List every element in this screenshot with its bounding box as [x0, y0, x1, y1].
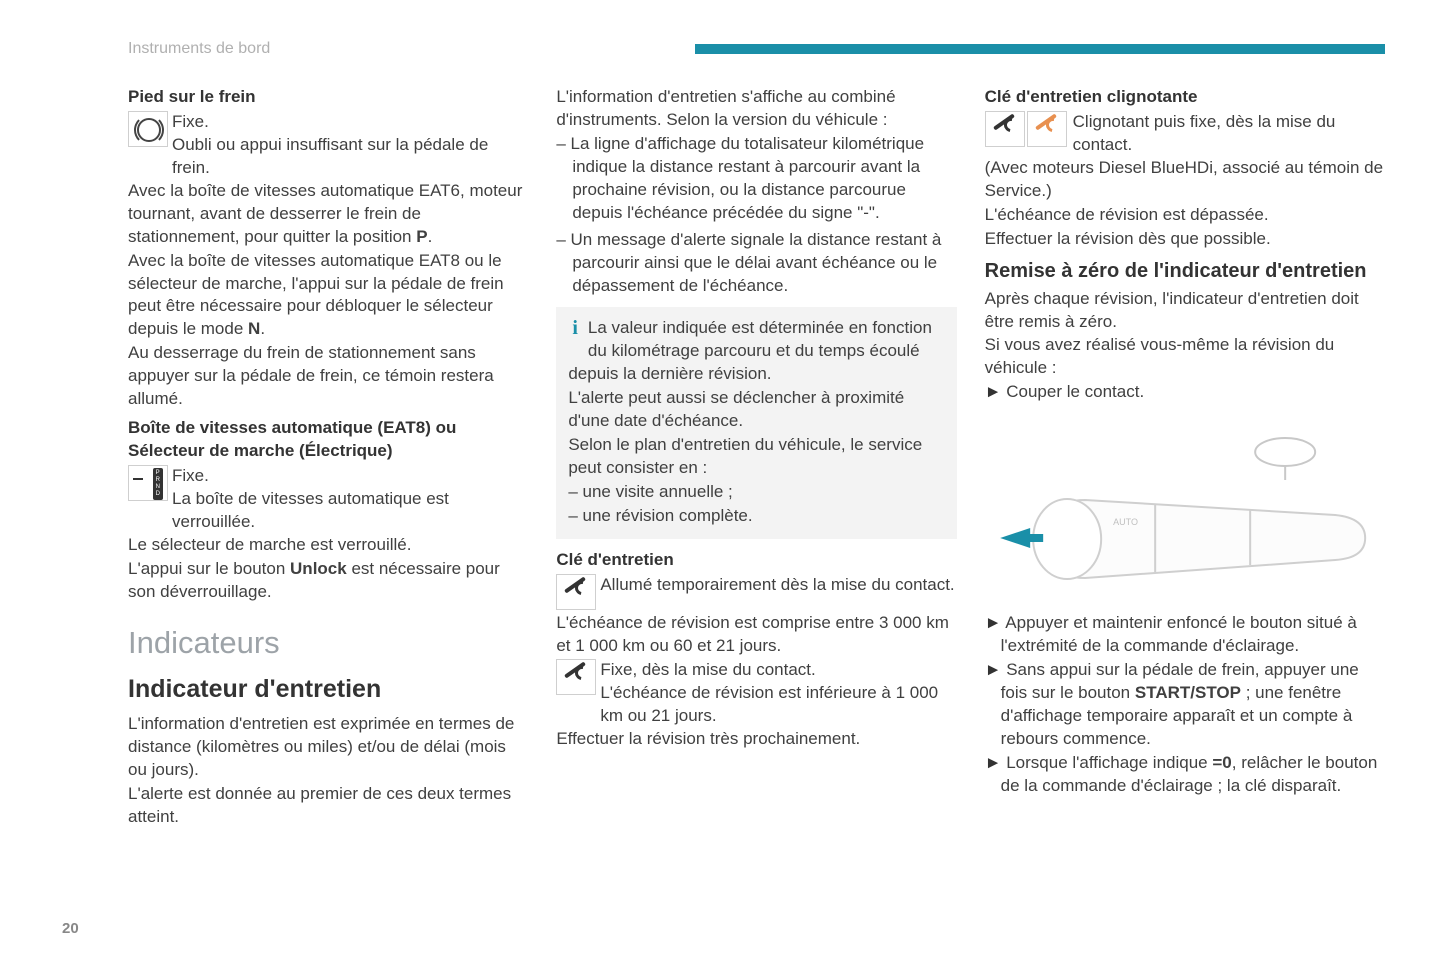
diagram-label-auto: AUTO [1113, 517, 1138, 527]
wrench-icon [556, 659, 596, 695]
icon-row-dual-wrench: Clignotant puis fixe, dès la mise du con… [985, 111, 1385, 157]
heading-reset-indicator: Remise à zéro de l'indicateur d'entretie… [985, 259, 1385, 284]
subhead-gearbox: Boîte de vitesses automatique (EAT8) ou … [128, 417, 528, 463]
icon-row-gearbox: Fixe. La boîte de vitesses automatique e… [128, 465, 528, 534]
wrench-orange-icon [1027, 111, 1067, 147]
icon-text: Fixe. Oubli ou appui insuffisant sur la … [172, 111, 528, 180]
body-text: Effectuer la révision dès que possible. [985, 228, 1385, 251]
icon-text: Clignotant puis fixe, dès la mise du con… [1073, 111, 1385, 157]
heading-service-indicator: Indicateur d'entretien [128, 673, 528, 707]
step-item: Appuyer et maintenir enfoncé le bouton s… [985, 612, 1385, 658]
icon-row-brake: Fixe. Oubli ou appui insuffisant sur la … [128, 111, 528, 180]
body-text: (Avec moteurs Diesel BlueHDi, associé au… [985, 157, 1385, 203]
subhead-blinking-key: Clé d'entretien clignotante [985, 86, 1385, 109]
body-text: Au desserrage du frein de stationnement … [128, 342, 528, 411]
body-text: Si vous avez réalisé vous-même la révisi… [985, 334, 1385, 380]
step-item: Lorsque l'affichage indique =0, relâcher… [985, 752, 1385, 798]
desc-text: Oubli ou appui insuffisant sur la pédale… [172, 135, 488, 177]
section-title: Instruments de bord [128, 40, 270, 58]
info-icon: i [572, 315, 578, 342]
stalk-diagram: AUTO [985, 410, 1385, 600]
body-text: Effectuer la révision très prochainement… [556, 728, 956, 751]
header-accent-bar [695, 44, 1385, 54]
brake-pedal-icon [128, 111, 168, 147]
column-3: Clé d'entretien clignotante Clignotant p… [985, 86, 1385, 830]
icon-text: Allumé temporairement dès la mise du con… [600, 574, 956, 597]
icon-text: Fixe. La boîte de vitesses automatique e… [172, 465, 528, 534]
body-text: L'appui sur le bouton Unlock est nécessa… [128, 558, 528, 604]
body-text: L'information d'entretien s'affiche au c… [556, 86, 956, 132]
list-item: une visite annuelle ; [568, 481, 944, 504]
status-text: Fixe. [172, 112, 209, 131]
body-text: L'échéance de révision est dépassée. [985, 204, 1385, 227]
step-item: Sans appui sur la pédale de frein, appuy… [985, 659, 1385, 751]
body-text: L'alerte est donnée au premier de ces de… [128, 783, 528, 829]
content-columns: Pied sur le frein Fixe. Oubli ou appui i… [128, 86, 1385, 830]
list-item: Un message d'alerte signale la distance … [556, 229, 956, 298]
icon-row-wrench-1: Allumé temporairement dès la mise du con… [556, 574, 956, 612]
column-1: Pied sur le frein Fixe. Oubli ou appui i… [128, 86, 528, 830]
info-callout: i La valeur indiquée est déterminée en f… [556, 307, 956, 538]
dual-icon-group [985, 111, 1069, 149]
list-item: une révision complète. [568, 505, 944, 528]
body-text: Après chaque révision, l'indicateur d'en… [985, 288, 1385, 334]
subhead-foot-brake: Pied sur le frein [128, 86, 528, 109]
column-2: L'information d'entretien s'affiche au c… [556, 86, 956, 830]
body-text: Avec la boîte de vitesses automatique EA… [128, 180, 528, 249]
subhead-service-key: Clé d'entretien [556, 549, 956, 572]
page-number: 20 [62, 920, 79, 937]
wrench-icon [556, 574, 596, 610]
body-text: L'information d'entretien est exprimée e… [128, 713, 528, 782]
info-text: L'alerte peut aussi se déclencher à prox… [568, 387, 944, 433]
icon-row-wrench-2: Fixe, dès la mise du contact. L'échéance… [556, 659, 956, 728]
body-text: Le sélecteur de marche est verrouillé. [128, 534, 528, 557]
info-text: La valeur indiquée est déterminée en fon… [568, 317, 944, 386]
wrench-icon [985, 111, 1025, 147]
page-header: Instruments de bord [128, 40, 1385, 58]
icon-text: Fixe, dès la mise du contact. L'échéance… [600, 659, 956, 728]
gearbox-icon [128, 465, 168, 501]
body-text: L'échéance de révision est comprise entr… [556, 612, 956, 658]
desc-text: La boîte de vitesses automatique est ver… [172, 489, 449, 531]
status-text: Fixe. [172, 466, 209, 485]
info-text: Selon le plan d'entretien du véhicule, l… [568, 434, 944, 480]
step-item: Couper le contact. [985, 381, 1385, 404]
heading-indicators: Indicateurs [128, 622, 528, 664]
manual-page: Instruments de bord Pied sur le frein Fi… [0, 0, 1445, 850]
list-item: La ligne d'affichage du totalisateur kil… [556, 133, 956, 225]
body-text: Avec la boîte de vitesses automatique EA… [128, 250, 528, 342]
